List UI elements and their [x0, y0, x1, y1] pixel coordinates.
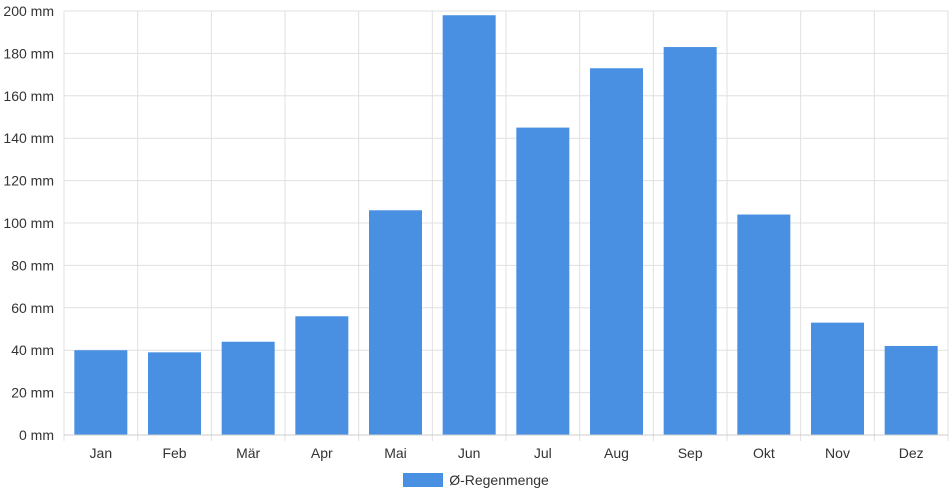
- bar-okt: [737, 214, 791, 435]
- y-tick-label: 100 mm: [3, 215, 54, 231]
- y-tick-label: 40 mm: [11, 342, 54, 358]
- y-tick-label: 0 mm: [19, 427, 54, 443]
- y-tick-label: 180 mm: [3, 45, 54, 61]
- y-tick-label: 140 mm: [3, 130, 54, 146]
- bar-jun: [442, 15, 496, 436]
- x-tick-label: Nov: [825, 445, 850, 461]
- bar-sep: [663, 47, 717, 435]
- legend-label: Ø-Regenmenge: [449, 472, 549, 488]
- y-tick-label: 160 mm: [3, 88, 54, 104]
- x-tick-label: Jun: [458, 445, 481, 461]
- y-tick-label: 20 mm: [11, 385, 54, 401]
- x-tick-label: Jan: [90, 445, 113, 461]
- x-tick-label: Okt: [753, 445, 775, 461]
- bar-feb: [148, 352, 201, 435]
- bar-mär: [221, 341, 275, 435]
- x-tick-label: Dez: [899, 445, 924, 461]
- bar-jan: [74, 350, 128, 435]
- x-tick-label: Apr: [311, 445, 333, 461]
- bars: [74, 15, 938, 436]
- legend-swatch: [403, 473, 444, 487]
- x-tick-label: Mär: [236, 445, 260, 461]
- y-tick-label: 120 mm: [3, 173, 54, 189]
- x-tick-label: Aug: [604, 445, 629, 461]
- y-tick-label: 200 mm: [3, 3, 54, 19]
- bar-jul: [516, 127, 570, 435]
- x-tick-label: Mai: [384, 445, 407, 461]
- x-tick-label: Sep: [678, 445, 703, 461]
- chart-canvas: 0 mm 20 mm 40 mm 60 mm 80 mm 100 mm 120 mm 140 …: [3, 3, 949, 461]
- y-tick-label: 60 mm: [11, 300, 54, 316]
- legend: Ø-Regenmenge: [0, 472, 952, 488]
- axes: 0 mm 20 mm 40 mm 60 mm 80 mm 100 mm 120 mm 140 …: [3, 3, 948, 461]
- bar-mai: [369, 210, 422, 435]
- bar-dez: [884, 345, 938, 435]
- bar-apr: [295, 316, 349, 435]
- bar-nov: [811, 322, 864, 435]
- x-tick-label: Jul: [534, 445, 552, 461]
- bar-aug: [590, 68, 643, 436]
- y-tick-label: 80 mm: [11, 257, 54, 273]
- grid-lines: [63, 10, 949, 441]
- x-tick-label: Feb: [162, 445, 186, 461]
